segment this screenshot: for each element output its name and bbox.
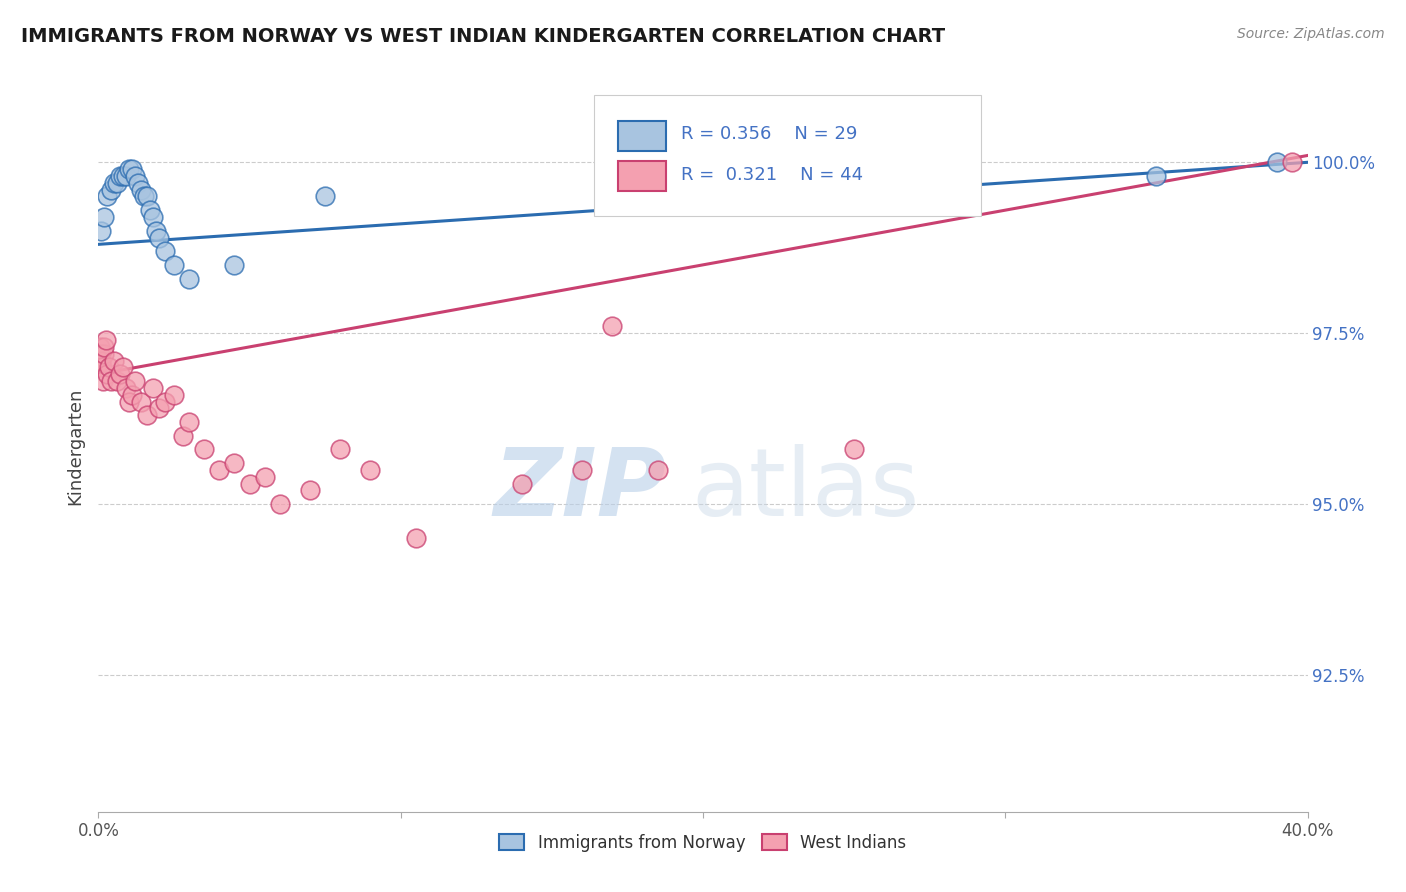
Point: [89, 340, 111, 354]
Point: [139, 203, 162, 218]
Point: [153, 244, 176, 259]
Point: [142, 210, 165, 224]
Legend: Immigrants from Norway, West Indians: Immigrants from Norway, West Indians: [492, 827, 914, 858]
Point: [135, 189, 157, 203]
Point: [100, 374, 122, 388]
Text: ZIP: ZIP: [494, 444, 666, 536]
Point: [118, 394, 141, 409]
Point: [108, 169, 131, 183]
Point: [121, 388, 143, 402]
Point: [179, 415, 201, 429]
Point: [100, 183, 122, 197]
Point: [132, 189, 155, 203]
Point: [103, 176, 125, 190]
Point: [163, 258, 186, 272]
Point: [208, 463, 231, 477]
FancyBboxPatch shape: [619, 161, 665, 192]
Point: [111, 360, 134, 375]
Point: [239, 476, 262, 491]
Point: [1281, 155, 1303, 169]
Point: [153, 394, 176, 409]
Text: Source: ZipAtlas.com: Source: ZipAtlas.com: [1237, 27, 1385, 41]
Text: IMMIGRANTS FROM NORWAY VS WEST INDIAN KINDERGARTEN CORRELATION CHART: IMMIGRANTS FROM NORWAY VS WEST INDIAN KI…: [21, 27, 945, 45]
Point: [844, 442, 866, 457]
Point: [1146, 169, 1168, 183]
Point: [103, 353, 125, 368]
Y-axis label: Kindergarten: Kindergarten: [66, 387, 84, 505]
Point: [602, 319, 624, 334]
Point: [90, 360, 112, 375]
Point: [90, 353, 112, 368]
Point: [124, 169, 146, 183]
Point: [314, 189, 336, 203]
FancyBboxPatch shape: [619, 120, 665, 152]
Point: [129, 183, 152, 197]
Point: [148, 230, 170, 244]
Point: [269, 497, 291, 511]
Point: [1267, 155, 1289, 169]
Point: [135, 409, 157, 423]
Point: [224, 456, 246, 470]
Point: [253, 469, 276, 483]
Point: [90, 347, 112, 361]
Text: atlas: atlas: [690, 444, 920, 536]
Point: [94, 333, 117, 347]
Point: [91, 360, 114, 375]
Point: [142, 381, 165, 395]
Point: [93, 347, 115, 361]
Point: [108, 368, 131, 382]
Point: [91, 374, 114, 388]
Point: [647, 463, 669, 477]
Point: [360, 463, 382, 477]
Point: [124, 374, 146, 388]
FancyBboxPatch shape: [595, 95, 981, 216]
Text: R = 0.356    N = 29: R = 0.356 N = 29: [682, 126, 858, 144]
Point: [571, 463, 593, 477]
Point: [105, 176, 128, 190]
Point: [904, 176, 927, 190]
Point: [96, 368, 118, 382]
Point: [163, 388, 186, 402]
Point: [118, 162, 141, 177]
Point: [129, 394, 152, 409]
Point: [179, 271, 201, 285]
Point: [329, 442, 352, 457]
Point: [98, 360, 121, 375]
Point: [193, 442, 215, 457]
Point: [145, 224, 167, 238]
Point: [114, 381, 136, 395]
Point: [111, 169, 134, 183]
Point: [93, 340, 115, 354]
Point: [127, 176, 149, 190]
Text: R =  0.321    N = 44: R = 0.321 N = 44: [682, 167, 863, 185]
Point: [172, 429, 194, 443]
Point: [96, 189, 118, 203]
Point: [405, 531, 427, 545]
Point: [148, 401, 170, 416]
Point: [93, 210, 115, 224]
Point: [105, 374, 128, 388]
Point: [224, 258, 246, 272]
Point: [299, 483, 322, 498]
Point: [510, 476, 533, 491]
Point: [121, 162, 143, 177]
Point: [114, 169, 136, 183]
Point: [692, 183, 714, 197]
Point: [90, 224, 112, 238]
